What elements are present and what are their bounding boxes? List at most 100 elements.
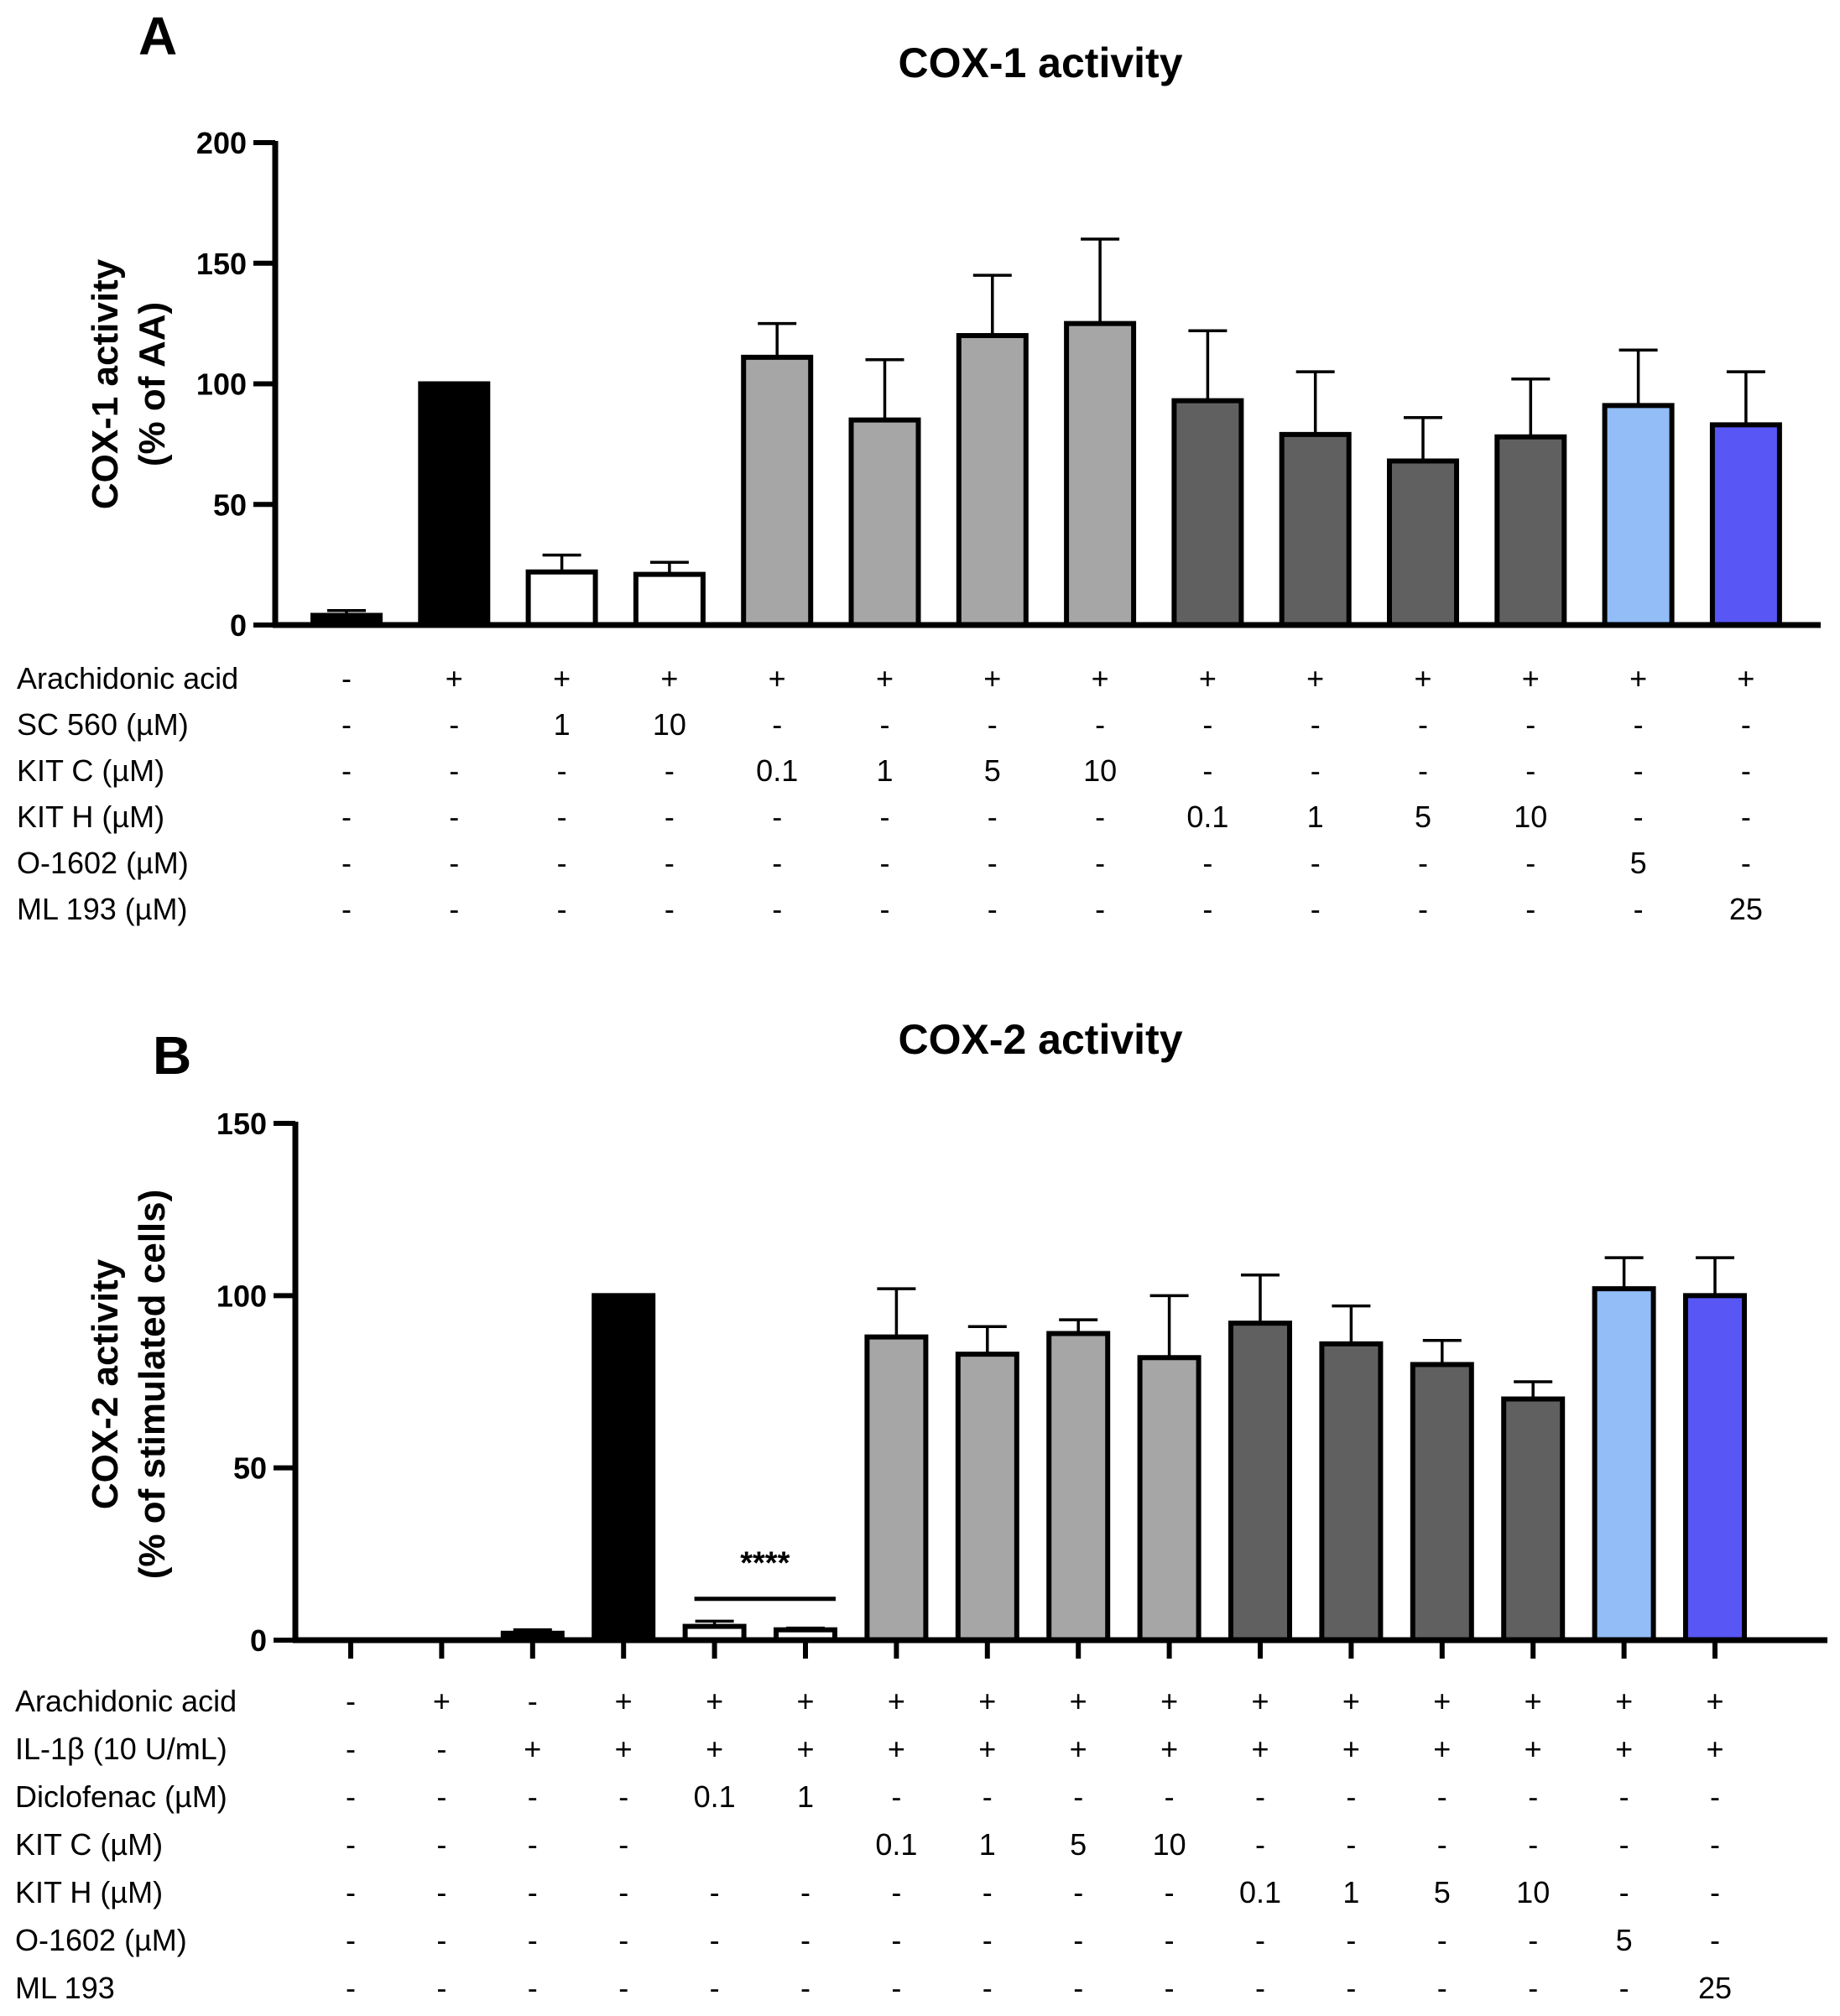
panel-a-treatment-cell: - <box>1741 846 1751 880</box>
panel-b-bar <box>864 1334 929 1643</box>
panel-b-treatment-cell: - <box>1437 1779 1447 1814</box>
panel-b-treatment-cell: - <box>1165 1923 1175 1957</box>
panel-a-y-label-line-1: COX-1 activity <box>85 258 126 509</box>
panel-a-treatment-cell: - <box>880 800 890 834</box>
panel-b-bar <box>1410 1362 1474 1643</box>
panel-a-bar <box>741 354 814 628</box>
panel-a-treatment-cell: + <box>553 661 571 695</box>
panel-b-treatment-cell: 0.1 <box>694 1779 736 1814</box>
panel-b-y-label-line-2: (% of stimulated cells) <box>132 1190 173 1580</box>
panel-a-treatment-cell: + <box>1629 661 1647 695</box>
panel-b-treatment-cell: - <box>346 1827 356 1862</box>
panel-b-treatment-cell: - <box>618 1827 628 1862</box>
panel-a-treatment-cell: - <box>1202 753 1212 788</box>
panel-b-treatment-cell: 1 <box>1342 1875 1359 1909</box>
panel-a-y-tick-label: 100 <box>196 367 247 402</box>
panel-b-treatment-cell: + <box>888 1684 905 1718</box>
panel-b-treatment-label: IL-1β (10 U/mL) <box>15 1732 227 1766</box>
panel-b-treatment-cell: - <box>891 1875 901 1909</box>
panel-b-treatment-cell: - <box>710 1971 720 2005</box>
panel-a-treatment-cell: + <box>876 661 894 695</box>
panel-a-treatment-cell: - <box>1525 707 1535 742</box>
panel-b-treatment-cell: - <box>618 1923 628 1957</box>
panel-b-treatment-cell: - <box>1619 1875 1629 1909</box>
panel-a-treatment-cell: - <box>1311 753 1321 788</box>
panel-b-treatment-cell: 25 <box>1698 1971 1732 2005</box>
panel-b-treatment-cell: + <box>1525 1732 1542 1766</box>
panel-b-y-tick-label: 100 <box>216 1279 267 1313</box>
panel-a-bar <box>1279 431 1352 628</box>
panel-b-treatment-cell: + <box>1525 1684 1542 1718</box>
panel-a-treatment-cell: - <box>1202 846 1212 880</box>
panel-b-treatment-cell: + <box>615 1684 633 1718</box>
panel-a-treatment-cell: - <box>665 892 675 926</box>
panel-b-treatment-cell: + <box>615 1732 633 1766</box>
panel-b-y-axis-label: COX-2 activity (% of stimulated cells) <box>85 1190 173 1580</box>
panel-a-treatment-cell: - <box>1095 846 1105 880</box>
panel-b-treatment-cell: - <box>1073 1875 1083 1909</box>
panel-a: A COX-1 activity COX-1 activity (% of AA… <box>17 6 1821 926</box>
panel-b-treatment-cell: + <box>1615 1684 1633 1718</box>
panel-b-treatment-cell: - <box>1437 1971 1447 2005</box>
panel-b-treatment-cell: - <box>1437 1827 1447 1862</box>
panel-a-treatment-cell: - <box>1418 707 1428 742</box>
panel-b-treatment-cell: - <box>1710 1779 1720 1814</box>
panel-b-treatment-cell: - <box>618 1779 628 1814</box>
panel-a-bar <box>956 333 1029 628</box>
panel-b-treatment-cell: - <box>528 1971 538 2005</box>
panel-b-treatment-cell: - <box>1619 1779 1629 1814</box>
panel-b-treatment-label: KIT C (µM) <box>15 1827 163 1862</box>
panel-a-bar <box>525 569 598 628</box>
panel-a-treatment-cell: + <box>446 661 463 695</box>
panel-a-bar <box>1171 398 1244 628</box>
panel-b-treatment-label: Diclofenac (µM) <box>15 1779 227 1814</box>
panel-a-treatment-cell: - <box>772 892 782 926</box>
panel-a-treatment-cell: - <box>1525 753 1535 788</box>
panel-b-treatment-cell: + <box>706 1684 723 1718</box>
panel-b-treatment-cell: - <box>618 1971 628 2005</box>
panel-b-bar <box>1501 1396 1566 1643</box>
panel-b-treatment-cell: - <box>983 1875 993 1909</box>
panel-b-treatment-cell: - <box>346 1875 356 1909</box>
panel-a-treatment-cell: - <box>880 707 890 742</box>
panel-a-treatment-cell: - <box>341 661 352 695</box>
panel-b-treatment-label: ML 193 <box>15 1971 115 2005</box>
panel-a-treatment-cell: - <box>1095 892 1105 926</box>
panel-a-bar <box>1709 422 1782 628</box>
panel-b-treatment-cell: 5 <box>1616 1923 1633 1957</box>
panel-b-treatment-cell: - <box>1710 1923 1720 1957</box>
panel-a-treatment-cell: - <box>772 707 782 742</box>
panel-b-treatment-cell: 0.1 <box>875 1827 917 1862</box>
panel-a-treatment-cell: - <box>1202 892 1212 926</box>
panel-b-treatment-cell: - <box>800 1875 811 1909</box>
panel-b-significance: **** <box>694 1546 836 1602</box>
panel-a-treatment-cell: - <box>880 892 890 926</box>
panel-a-treatment-cell: - <box>665 800 675 834</box>
panel-b-significance-label: **** <box>740 1546 790 1581</box>
panel-a-treatment-cell: - <box>449 800 459 834</box>
panel-b-treatment-cell: - <box>436 1923 446 1957</box>
panel-b-treatment-cell: + <box>1342 1684 1360 1718</box>
panel-a-treatment-table: Arachidonic acid - + + + + + + + + + + + + + SC 560 (µM… <box>17 661 1763 926</box>
panel-b-treatment-cell: - <box>1255 1923 1265 1957</box>
panel-a-bar <box>418 381 491 628</box>
panel-b-treatment-cell: - <box>618 1875 628 1909</box>
panel-a-bar <box>848 417 921 628</box>
panel-b-treatment-cell: - <box>891 1779 901 1814</box>
panel-a-treatment-cell: - <box>557 800 567 834</box>
panel-b-treatment-cell: - <box>436 1875 446 1909</box>
panel-a-treatment-cell: - <box>1202 707 1212 742</box>
panel-a-treatment-cell: - <box>1418 892 1428 926</box>
panel-a-treatment-cell: - <box>557 892 567 926</box>
panel-b-treatment-cell: + <box>1433 1684 1451 1718</box>
panel-b-y-tick-label: 0 <box>250 1623 267 1658</box>
panel-a-treatment-cell: - <box>449 892 459 926</box>
panel-b-treatment-cell: - <box>346 1684 356 1718</box>
panel-a-treatment-cell: - <box>1634 800 1644 834</box>
panel-a-treatment-label: SC 560 (µM) <box>17 707 189 742</box>
panel-b-title: COX-2 activity <box>898 1016 1182 1063</box>
panel-a-treatment-cell: 5 <box>1630 846 1647 880</box>
panel-a-treatment-cell: - <box>557 753 567 788</box>
panel-a-bar <box>633 571 706 628</box>
panel-b-bar <box>1228 1321 1292 1643</box>
